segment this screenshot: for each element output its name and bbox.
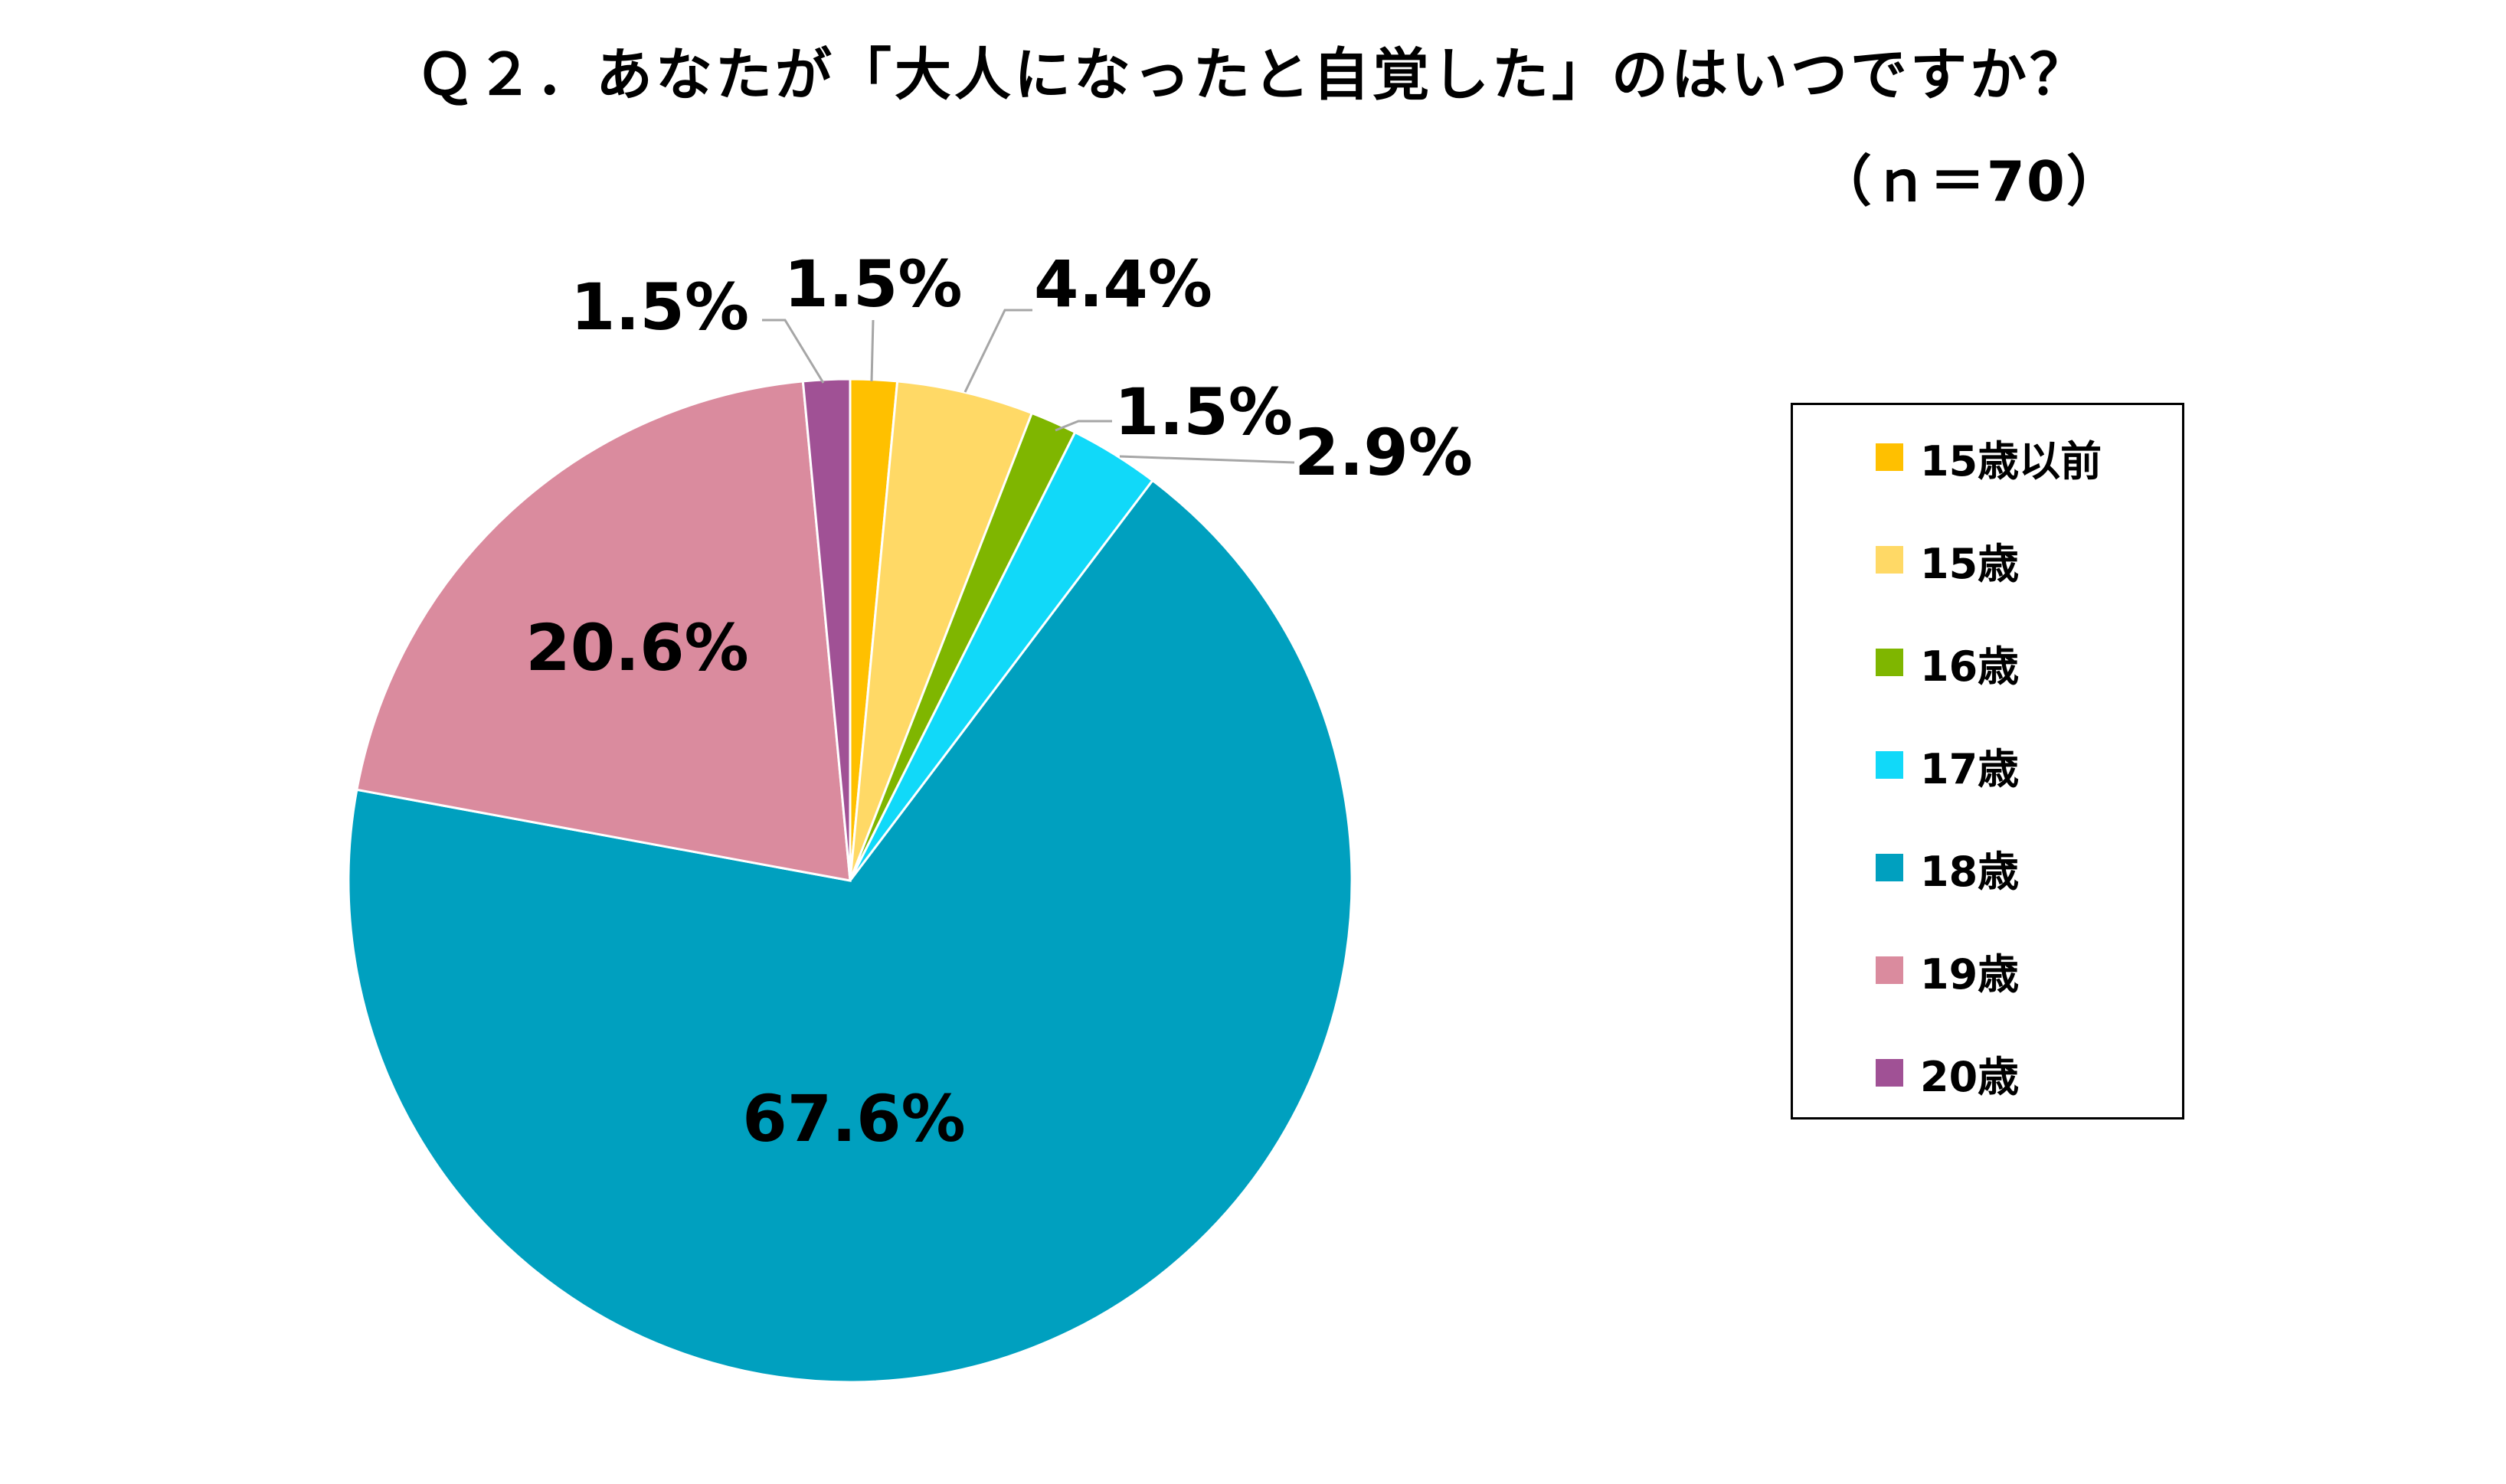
pie-slice-5 bbox=[347, 479, 1353, 1384]
legend-item-5: 18歳 bbox=[1876, 837, 2019, 898]
pie-slice-6 bbox=[355, 380, 852, 882]
legend-item-1: 15歳以前 bbox=[1876, 427, 2102, 488]
leader-line-4 bbox=[1119, 455, 1295, 464]
legend-swatch-1 bbox=[1876, 443, 1903, 471]
legend-item-2: 15歳 bbox=[1876, 529, 2019, 590]
legend-label-4: 17歳 bbox=[1920, 744, 2020, 793]
leader-line-7 bbox=[762, 319, 825, 384]
data-label-2: 4.4% bbox=[1034, 247, 1212, 322]
legend-swatch-5 bbox=[1876, 854, 1903, 881]
legend-swatch-7 bbox=[1876, 1059, 1903, 1087]
legend-label-7: 20歳 bbox=[1920, 1052, 2020, 1101]
legend-swatch-2 bbox=[1876, 546, 1903, 574]
chart-title: Ｑ２．あなたが「大人になったと自覚した」のはいつですか？ bbox=[417, 42, 2089, 108]
data-label-4: 2.9% bbox=[1294, 415, 1473, 490]
legend-label-3: 16歳 bbox=[1920, 642, 2020, 691]
pie-slice-7 bbox=[801, 378, 852, 881]
leader-line-1 bbox=[870, 319, 875, 382]
data-label-1: 1.5% bbox=[784, 247, 963, 322]
sample-size: （ｎ＝70） bbox=[1816, 149, 2123, 214]
legend-swatch-3 bbox=[1876, 649, 1903, 676]
legend-item-3: 16歳 bbox=[1876, 632, 2019, 693]
legend-swatch-6 bbox=[1876, 956, 1903, 984]
data-label-7: 1.5% bbox=[571, 270, 749, 345]
pie-slice-2 bbox=[849, 380, 1034, 881]
leader-line-3 bbox=[1055, 420, 1112, 432]
data-label-3: 1.5% bbox=[1114, 374, 1293, 449]
legend-label-6: 19歳 bbox=[1920, 950, 2020, 999]
legend-item-7: 20歳 bbox=[1876, 1042, 2019, 1103]
chart-legend: 15歳以前 15歳 16歳 17歳 18歳 19歳 20歳 bbox=[1791, 403, 2184, 1120]
data-label-6: 20.6% bbox=[525, 610, 748, 685]
leader-line-2 bbox=[963, 309, 1032, 393]
legend-swatch-4 bbox=[1876, 751, 1903, 779]
legend-item-6: 19歳 bbox=[1876, 940, 2019, 1001]
legend-item-4: 17歳 bbox=[1876, 734, 2019, 796]
legend-label-5: 18歳 bbox=[1920, 847, 2020, 896]
data-label-5: 67.6% bbox=[742, 1081, 965, 1156]
legend-label-2: 15歳 bbox=[1920, 539, 2020, 588]
legend-label-1: 15歳以前 bbox=[1920, 436, 2102, 485]
